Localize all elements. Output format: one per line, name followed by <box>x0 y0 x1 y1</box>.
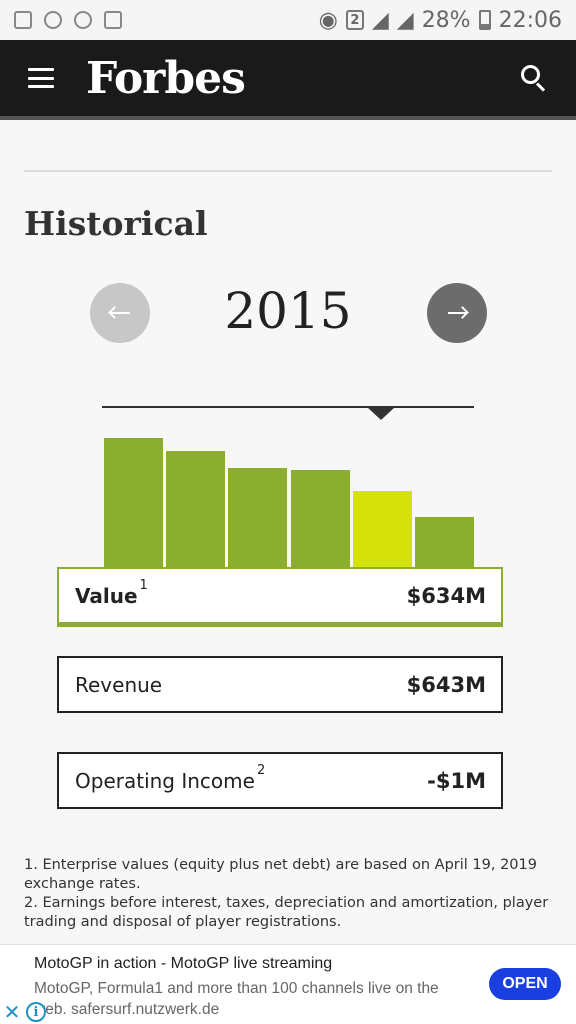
chart-bar[interactable] <box>290 470 350 567</box>
selected-bar-marker-icon <box>367 407 395 420</box>
signal-icon: ◢ <box>371 7 389 33</box>
chart-baseline <box>102 406 474 408</box>
basketball-icon <box>44 11 62 29</box>
value-bar-chart <box>104 420 474 567</box>
ad-open-button[interactable]: OPEN <box>489 968 561 1000</box>
info-icon[interactable]: i <box>26 1002 46 1022</box>
system-icons: ◉ 2 ◢ ◢ 28% 22:06 <box>319 8 562 33</box>
gallery-icon <box>14 11 32 29</box>
metric-amount: $634M <box>406 583 486 608</box>
ad-title: MotoGP in action - MotoGP live streaming <box>34 955 333 972</box>
notification-icons <box>14 11 122 29</box>
metric-label: Value 1 <box>75 577 148 608</box>
metric-revenue[interactable]: Revenue $643M <box>57 656 503 713</box>
battery-percent: 28% <box>421 7 471 33</box>
previous-year-button[interactable] <box>90 283 150 343</box>
search-icon[interactable] <box>520 64 548 92</box>
metric-label: Revenue <box>75 672 163 697</box>
menu-icon[interactable] <box>28 68 54 88</box>
section-divider <box>24 170 552 172</box>
close-icon[interactable]: ✕ <box>0 1000 24 1024</box>
torrent-icon <box>74 11 92 29</box>
arrow-left-icon <box>108 306 131 320</box>
chart-bar[interactable] <box>104 438 163 567</box>
footnote: 1. Enterprise values (equity plus net de… <box>24 857 537 892</box>
metric-value[interactable]: Value 1 $634M <box>57 567 503 624</box>
wifi-icon: ◉ <box>318 7 338 33</box>
arrow-right-icon <box>446 306 469 320</box>
status-bar: ◉ 2 ◢ ◢ 28% 22:06 <box>0 0 576 40</box>
ad-banner[interactable]: MotoGP in action - MotoGP live streaming… <box>0 944 576 1024</box>
header-divider <box>0 116 576 120</box>
metric-amount: -$1M <box>427 768 486 793</box>
ad-body: MotoGP, Formula1 and more than 100 chann… <box>34 980 439 1018</box>
clock: 22:06 <box>498 7 562 33</box>
battery-icon <box>478 10 491 30</box>
next-year-button[interactable] <box>427 283 487 343</box>
metric-operating-income[interactable]: Operating Income 2 -$1M <box>57 752 503 809</box>
chart-bar[interactable] <box>415 516 474 567</box>
section-title: Historical <box>24 204 208 243</box>
chart-bar[interactable] <box>166 450 226 567</box>
selected-year: 2015 <box>224 282 352 340</box>
voicemail-icon <box>104 11 122 29</box>
footnote: 2. Earnings before interest, taxes, depr… <box>24 895 549 930</box>
metric-label: Operating Income 2 <box>75 762 266 793</box>
site-header: Forbes <box>0 40 576 116</box>
forbes-logo[interactable]: Forbes <box>86 52 246 104</box>
signal-2-icon: ◢ <box>396 7 414 33</box>
sim-slot-icon: 2 <box>345 10 364 30</box>
metric-amount: $643M <box>406 672 486 697</box>
chart-bar[interactable] <box>352 490 412 567</box>
footnotes: 1. Enterprise values (equity plus net de… <box>24 856 554 932</box>
chart-bar[interactable] <box>228 467 288 567</box>
